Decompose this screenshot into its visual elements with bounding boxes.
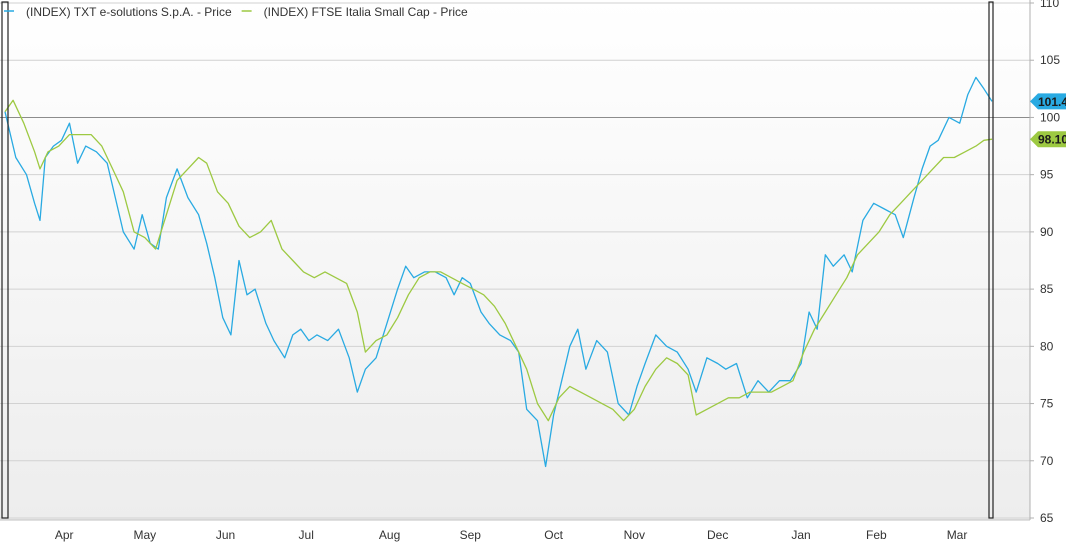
- end-label-value: 98.10: [1038, 133, 1066, 147]
- x-tick-label: Nov: [624, 528, 645, 542]
- range-handle-right[interactable]: [988, 1, 994, 519]
- end-label-tag: [1030, 131, 1066, 148]
- x-tick-label: Jun: [216, 528, 235, 542]
- end-labels: 101.4 98.10: [1030, 93, 1066, 148]
- x-tick-label: May: [134, 528, 157, 542]
- y-tick-label: 70: [1040, 454, 1054, 468]
- legend-label: (INDEX) FTSE Italia Small Cap - Price: [264, 5, 468, 19]
- x-tick-label: Sep: [460, 528, 482, 542]
- x-tick-label: Mar: [947, 528, 968, 542]
- y-tick-label: 105: [1040, 53, 1060, 67]
- series-line-1: [4, 76, 993, 468]
- range-handle-left[interactable]: [1, 1, 9, 519]
- x-tick-label: Feb: [866, 528, 887, 542]
- y-tick-label: 80: [1040, 339, 1054, 353]
- end-label-tag: [1030, 93, 1066, 110]
- y-tick-label: 90: [1040, 225, 1054, 239]
- y-tick-label: 100: [1040, 110, 1060, 124]
- x-tick-label: Jul: [299, 528, 314, 542]
- series-group: [4, 76, 993, 468]
- y-tick-label: 110: [1040, 0, 1059, 10]
- x-tick-label: Dec: [707, 528, 728, 542]
- y-tick-label: 95: [1040, 168, 1054, 182]
- y-tick-label: 85: [1040, 282, 1054, 296]
- end-label-value: 101.4: [1038, 95, 1066, 109]
- x-tick-label: Apr: [55, 528, 74, 542]
- plot-background: [0, 0, 1030, 520]
- y-axis: 65 70 75 80 85 90 95 100 105 110: [1029, 0, 1060, 525]
- x-tick-label: Aug: [379, 528, 400, 542]
- x-tick-label: Oct: [544, 528, 563, 542]
- y-tick-label: 75: [1040, 397, 1054, 411]
- grid: [0, 2, 1030, 519]
- series-line-2: [4, 99, 993, 422]
- legend-label: (INDEX) TXT e-solutions S.p.A. - Price: [26, 5, 232, 19]
- x-tick-label: Jan: [791, 528, 810, 542]
- x-axis: Apr May Jun Jul Aug Sep Oct Nov Dec Jan Feb Mar: [0, 519, 1030, 542]
- legend: (INDEX) TXT e-solutions S.p.A. - Price (I…: [4, 5, 468, 19]
- y-tick-label: 65: [1040, 511, 1054, 525]
